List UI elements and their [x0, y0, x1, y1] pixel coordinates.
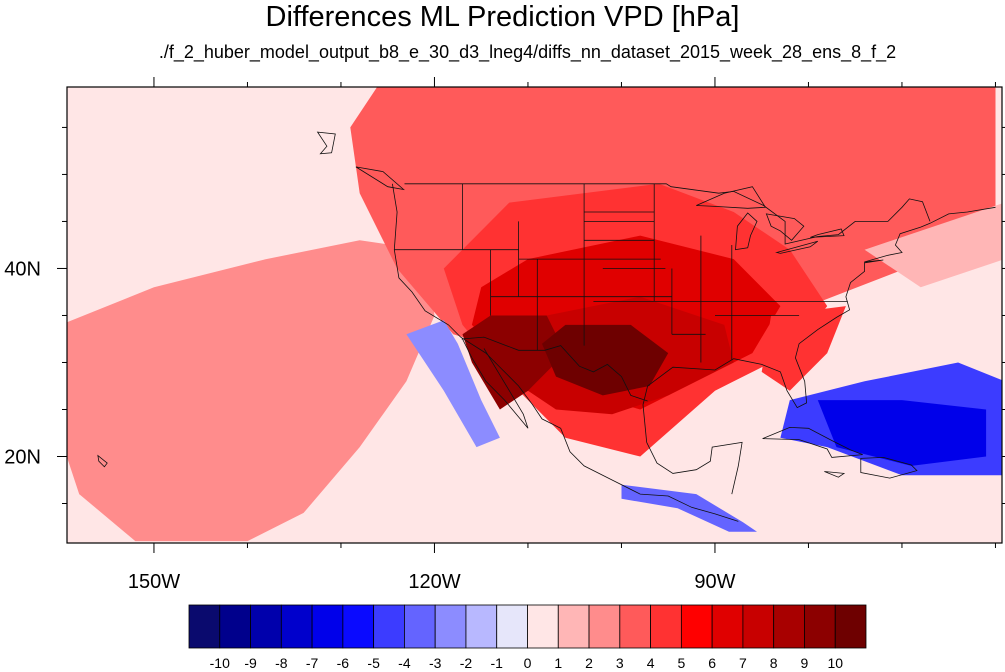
colorbar-swatch	[434, 604, 467, 649]
colorbar-swatch	[342, 604, 375, 649]
contour-central_america_coast	[621, 484, 757, 532]
colorbar-swatch	[496, 604, 528, 649]
colorbar-label: -4	[398, 655, 411, 671]
colorbar-swatch	[711, 604, 744, 649]
yucatan-coastline	[646, 441, 743, 495]
y-tick-label: 40N	[4, 258, 41, 280]
colorbar-label: -7	[306, 655, 319, 671]
x-tick-label: 90W	[694, 571, 735, 593]
colorbar-swatch	[650, 604, 682, 649]
great-lakes-ontario	[810, 228, 845, 238]
great-lakes-erie	[775, 240, 819, 254]
vancouver-island	[355, 166, 405, 191]
colorbar-swatch	[404, 604, 436, 649]
colorbar-label: -8	[275, 655, 288, 671]
colorbar-label: 10	[827, 655, 843, 671]
great-lakes-michigan	[735, 212, 758, 251]
colorbar-label: -5	[367, 655, 380, 671]
north-america-coastline	[392, 183, 739, 522]
alaska-panhandle-islands	[316, 131, 336, 155]
hispaniola-coastline	[860, 456, 918, 479]
us-canada-border	[404, 183, 931, 245]
chart-subtitle: ./f_2_huber_model_output_b8_e_30_d3_lneg…	[158, 42, 897, 62]
contour-northeast_atlantic	[864, 203, 1002, 288]
colorbar-label: 2	[585, 655, 593, 671]
us-mexico-border	[461, 336, 648, 402]
gulf-of-mexico-coastline	[642, 206, 996, 443]
contour-southeast_us	[761, 306, 846, 391]
chart-title: Differences ML Prediction VPD [hPa]	[265, 1, 740, 33]
long-island	[864, 259, 884, 264]
colorbar-swatch	[188, 604, 221, 649]
colorbar-label: 6	[708, 655, 716, 671]
colorbar-label: -9	[244, 655, 257, 671]
colorbar-swatch	[280, 604, 313, 649]
colorbar-label: 9	[801, 655, 809, 671]
colorbar-swatch	[219, 604, 251, 649]
colorbar-label: 8	[770, 655, 778, 671]
colorbar-label: 4	[647, 655, 655, 671]
colorbar-label: -1	[491, 655, 504, 671]
contour-southern_plains_texas	[542, 324, 669, 396]
great-lakes-superior	[696, 186, 767, 209]
colorbar-swatch	[834, 604, 867, 649]
colorbar-swatch	[773, 604, 805, 649]
colorbar-swatch	[557, 604, 590, 649]
hawaii-islands	[97, 454, 108, 468]
colorbar-label: 0	[524, 655, 532, 671]
colorbar-label: 1	[554, 655, 562, 671]
colorbar-swatch	[619, 604, 651, 649]
contour-california_coast	[406, 320, 500, 448]
contour-caribbean_core	[817, 400, 987, 466]
colorbar: -10 -9 -8 -7 -6 -5 -4 -3 -2 -1 0 1 2 3 4 5 6 7 8 9 10	[188, 604, 867, 671]
colorbar-swatch	[588, 604, 621, 649]
colorbar-swatch	[527, 604, 559, 649]
x-tick-label: 120W	[408, 571, 460, 593]
x-tick-label: 150W	[128, 571, 180, 593]
colorbar-label: -6	[337, 655, 350, 671]
colorbar-label: 7	[739, 655, 747, 671]
colorbar-swatch	[742, 604, 775, 649]
colorbar-swatch	[804, 604, 836, 649]
axis-ticks: 150W 120W 90W 20N 40N	[4, 77, 1005, 593]
jamaica-coastline	[824, 471, 846, 478]
colorbar-label: -10	[210, 655, 230, 671]
colorbar-swatch	[250, 604, 282, 649]
cuba-coastline	[762, 426, 863, 458]
colorbar-swatch	[373, 604, 405, 649]
contour-pacific_mid_band	[67, 240, 435, 542]
colorbar-label: 3	[616, 655, 624, 671]
data-field	[67, 87, 1002, 543]
colorbar-label: 5	[677, 655, 685, 671]
baja-california-coastline	[462, 338, 529, 429]
colorbar-swatch	[311, 604, 344, 649]
coastlines-and-borders	[97, 131, 996, 522]
colorbar-label: -3	[429, 655, 442, 671]
great-lakes-huron	[765, 213, 805, 241]
y-tick-label: 20N	[4, 447, 41, 469]
colorbar-swatch	[465, 604, 498, 649]
colorbar-swatch	[680, 604, 713, 649]
colorbar-label: -2	[460, 655, 473, 671]
